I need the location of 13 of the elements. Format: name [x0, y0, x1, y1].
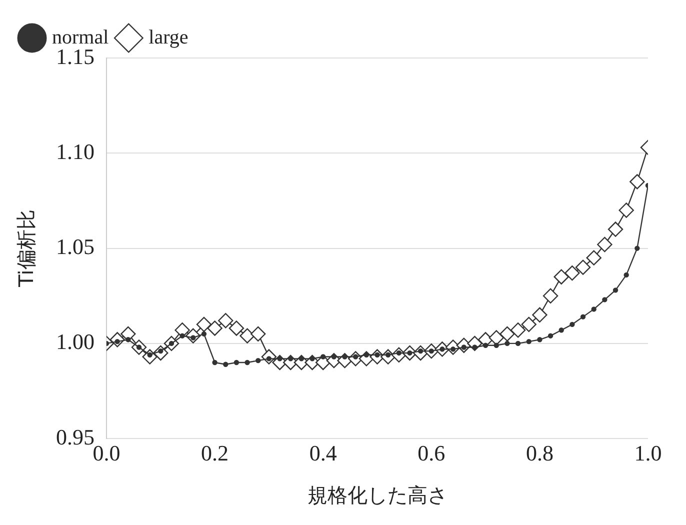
y-tick-label: 1.00	[56, 329, 94, 354]
x-tick-label: 0.0	[92, 440, 120, 466]
x-axis-title: 規格化した高さ	[307, 483, 448, 508]
y-tick-label: 1.10	[56, 138, 94, 164]
x-tick-label: 0.6	[418, 440, 446, 466]
x-tick-label: 0.4	[309, 440, 337, 466]
legend-label: large	[148, 26, 188, 48]
y-axis-title: Ti偏析比	[14, 210, 38, 288]
x-tick-label: 1.0	[634, 440, 662, 466]
y-tick-label: 1.05	[56, 234, 94, 260]
x-tick-label: 0.2	[201, 440, 229, 466]
y-tick-label: 0.95	[56, 424, 94, 450]
x-tick-label: 0.8	[526, 440, 554, 466]
